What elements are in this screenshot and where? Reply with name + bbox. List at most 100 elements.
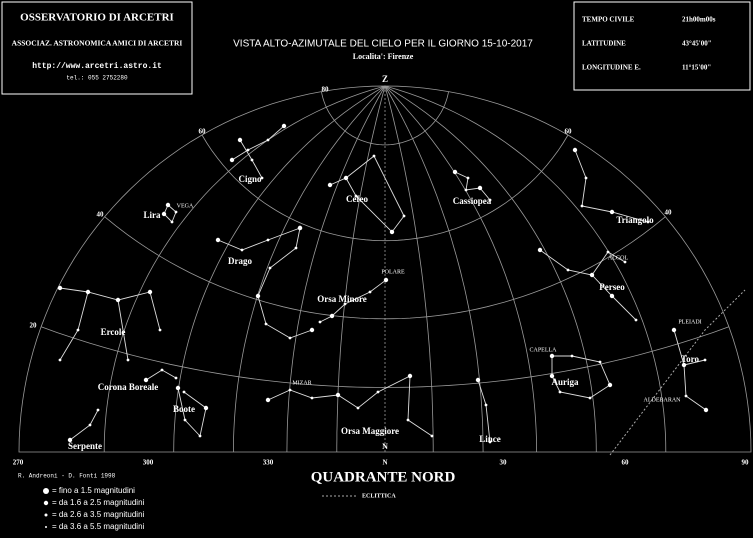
azimuth-label: 60	[622, 459, 630, 467]
altitude-label: 60	[565, 128, 573, 136]
subtitle: Localita': Firenze	[353, 52, 414, 61]
star	[368, 290, 372, 294]
legend-label: = fino a 1.5 magnitudini	[52, 486, 135, 495]
altitude-label: 20	[30, 322, 38, 330]
star	[598, 360, 602, 364]
info-value: 21h00m00s	[682, 16, 716, 24]
star	[329, 313, 335, 319]
legend-symbol	[43, 500, 49, 506]
star	[76, 328, 80, 332]
header-line: http://www.arcetri.astro.it	[32, 62, 162, 71]
constellation-name: Cassiopea	[453, 196, 492, 206]
zenith-label: Z	[382, 74, 388, 84]
azimuth-line	[384, 85, 667, 453]
header-line: ASSOCIAZ. ASTRONOMICA AMICI DI ARCETRI	[12, 39, 183, 48]
star	[198, 434, 202, 438]
info-label: LONGITUDINE E.	[582, 64, 641, 72]
constellation-name: Perseo	[599, 282, 625, 292]
constellation-name: Lince	[479, 434, 501, 444]
constellation-line	[551, 355, 611, 399]
star	[260, 176, 264, 180]
azimuth-line	[384, 85, 537, 453]
star	[88, 423, 92, 427]
star	[158, 328, 162, 332]
star	[623, 260, 627, 264]
star-name: ALDEBARAN	[644, 397, 682, 403]
star	[634, 318, 638, 322]
info-value: 43°45'00"	[682, 40, 712, 48]
legend-label: = da 3.6 a 5.5 magnitudini	[52, 522, 145, 531]
credits: R. Andreoni - D. Fonti 1998	[18, 473, 116, 480]
azimuth-label: 30	[500, 459, 508, 467]
star	[183, 418, 187, 422]
azimuth-line	[336, 85, 386, 452]
star	[288, 388, 292, 392]
star	[310, 396, 314, 400]
header-line: OSSERVATORIO DI ARCETRI	[20, 12, 174, 24]
star	[58, 358, 62, 362]
star	[250, 158, 254, 162]
star	[671, 327, 677, 333]
constellation-line	[117, 299, 129, 361]
star	[703, 358, 707, 362]
star	[297, 225, 303, 231]
constellation-name: Toro	[681, 354, 700, 364]
star	[376, 390, 380, 394]
constellation-line	[683, 359, 706, 366]
star	[265, 397, 271, 403]
star	[67, 437, 73, 443]
star	[266, 138, 270, 142]
star	[318, 320, 322, 324]
info-label: TEMPO CIVILE	[582, 16, 635, 24]
star	[607, 382, 613, 388]
star	[57, 285, 63, 291]
star	[161, 211, 167, 217]
azimuth-label: 270	[13, 459, 24, 467]
constellation-name: Lira	[144, 210, 161, 220]
star	[215, 237, 221, 243]
star-name: POLARE	[381, 269, 405, 275]
star	[160, 368, 164, 372]
star	[237, 137, 243, 143]
azimuth-line	[233, 85, 386, 453]
star	[166, 203, 170, 207]
header-box	[1, 1, 193, 95]
star	[174, 376, 178, 380]
azimuth-label: 300	[143, 459, 154, 467]
legend-symbol	[45, 526, 47, 528]
star	[182, 390, 186, 394]
constellation-name: Orsa Minore	[317, 294, 367, 304]
star	[475, 377, 481, 383]
star	[85, 289, 91, 295]
altitude-label: 60	[199, 128, 207, 136]
star	[240, 248, 244, 252]
stars	[43, 123, 709, 528]
star	[96, 408, 100, 412]
star	[477, 185, 483, 191]
star	[609, 293, 615, 299]
star	[430, 434, 434, 438]
star	[484, 403, 488, 407]
star	[354, 194, 358, 198]
star	[646, 220, 650, 224]
star	[175, 385, 181, 391]
ecliptic-line	[609, 289, 746, 456]
star	[266, 238, 270, 242]
azimuth-label: 330	[263, 459, 274, 467]
star	[402, 214, 406, 218]
star	[126, 358, 130, 362]
star	[566, 268, 570, 272]
star	[570, 354, 574, 358]
star	[327, 182, 333, 188]
constellation-line	[217, 227, 301, 251]
star	[372, 154, 376, 158]
constellation-line	[673, 329, 707, 411]
constellation-name: Ercole	[101, 327, 126, 337]
star	[466, 176, 470, 180]
star	[558, 390, 562, 394]
altitude-label: 40	[97, 211, 105, 219]
star	[406, 418, 410, 422]
star	[229, 157, 235, 163]
star	[147, 289, 153, 295]
